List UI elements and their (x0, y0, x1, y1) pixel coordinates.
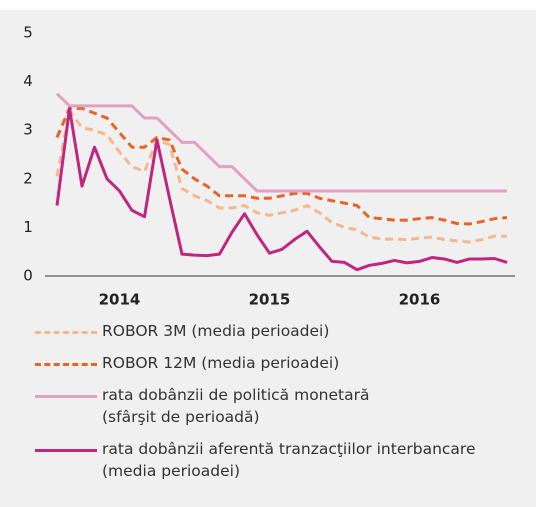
legend-label: rata dobânzii de politică monetară (sfâr… (102, 386, 370, 426)
top-strip (0, 0, 536, 10)
series-line (55, 106, 508, 226)
legend-item: rata dobânzii aferentă tranzacţiilor int… (0, 438, 536, 482)
x-tick-label: 2014 (99, 291, 141, 309)
chart: 0 1 2 3 4 5 2014 2015 2016 (23, 24, 515, 309)
legend-item: ROBOR 12M (media perioadei) (0, 352, 536, 374)
y-tick-label: 5 (23, 24, 33, 42)
legend: ROBOR 3M (media perioadei) ROBOR 12M (med… (0, 320, 536, 492)
y-tick-label: 1 (23, 218, 33, 236)
y-tick-label: 3 (23, 121, 33, 139)
legend-item: rata dobânzii de politică monetară (sfâr… (0, 384, 536, 428)
legend-swatch (35, 331, 97, 334)
x-tick-label: 2015 (249, 291, 291, 309)
series-line (55, 109, 507, 244)
series-line (55, 106, 508, 272)
y-tick-label: 4 (23, 72, 33, 90)
legend-swatch (35, 449, 97, 452)
legend-label: ROBOR 3M (media perioadei) (102, 322, 330, 340)
legend-label: rata dobânzii aferentă tranzacţiilor int… (102, 440, 476, 480)
series-line (55, 92, 507, 193)
legend-swatch (35, 395, 97, 398)
y-tick-label: 2 (23, 169, 33, 187)
legend-item: ROBOR 3M (media perioadei) (0, 320, 536, 342)
y-tick-label: 0 (23, 267, 33, 285)
legend-label: ROBOR 12M (media perioadei) (102, 354, 340, 372)
legend-swatch (35, 363, 97, 366)
x-tick-label: 2016 (399, 291, 441, 309)
